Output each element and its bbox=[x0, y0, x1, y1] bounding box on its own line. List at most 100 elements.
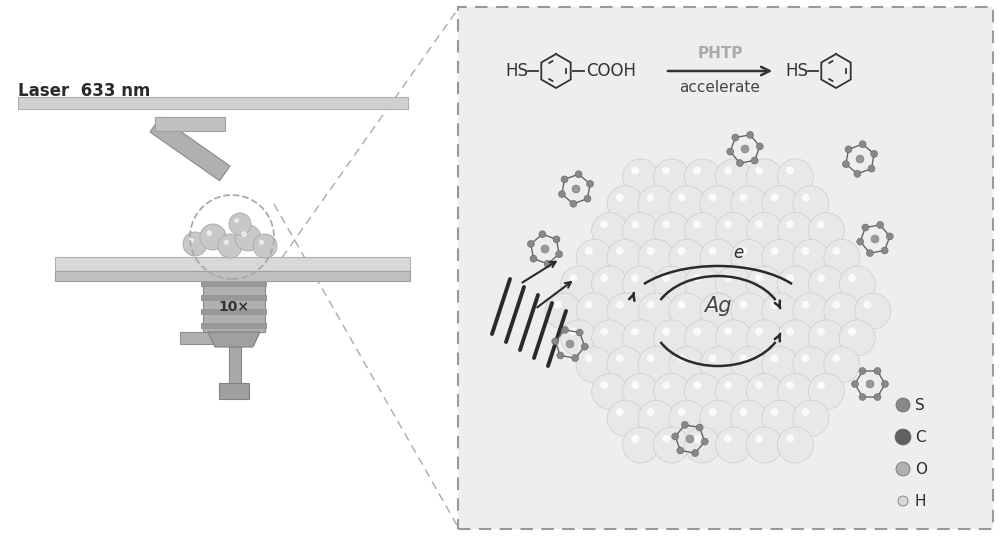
Circle shape bbox=[746, 320, 782, 356]
Circle shape bbox=[544, 260, 551, 267]
Circle shape bbox=[777, 159, 813, 195]
Circle shape bbox=[669, 186, 705, 222]
Circle shape bbox=[669, 293, 705, 329]
Circle shape bbox=[259, 240, 264, 245]
Circle shape bbox=[895, 429, 911, 445]
Circle shape bbox=[607, 293, 643, 329]
Circle shape bbox=[552, 338, 559, 345]
Circle shape bbox=[746, 159, 782, 195]
Circle shape bbox=[561, 320, 597, 356]
Circle shape bbox=[566, 340, 574, 348]
Circle shape bbox=[592, 320, 628, 356]
Circle shape bbox=[874, 368, 881, 375]
Circle shape bbox=[623, 374, 659, 410]
Circle shape bbox=[693, 328, 701, 335]
Circle shape bbox=[654, 427, 690, 463]
Bar bbox=[0, 0, 455, 539]
Circle shape bbox=[848, 274, 856, 282]
Circle shape bbox=[569, 328, 577, 335]
Circle shape bbox=[607, 347, 643, 383]
Circle shape bbox=[755, 167, 763, 175]
Circle shape bbox=[685, 320, 721, 356]
Circle shape bbox=[762, 400, 798, 436]
Circle shape bbox=[616, 301, 624, 309]
Circle shape bbox=[572, 185, 580, 193]
Circle shape bbox=[808, 374, 844, 410]
Circle shape bbox=[623, 266, 659, 302]
Circle shape bbox=[740, 194, 748, 202]
Circle shape bbox=[575, 171, 582, 178]
Circle shape bbox=[585, 354, 593, 362]
Circle shape bbox=[585, 247, 593, 255]
Circle shape bbox=[724, 328, 732, 335]
Circle shape bbox=[654, 266, 690, 302]
Circle shape bbox=[771, 354, 778, 362]
Circle shape bbox=[832, 247, 840, 255]
Text: C: C bbox=[915, 430, 926, 445]
Circle shape bbox=[859, 368, 866, 375]
Circle shape bbox=[569, 274, 577, 282]
Circle shape bbox=[581, 343, 588, 350]
Circle shape bbox=[877, 222, 884, 229]
Circle shape bbox=[755, 274, 763, 282]
Polygon shape bbox=[150, 118, 230, 181]
Circle shape bbox=[693, 381, 701, 389]
Circle shape bbox=[817, 381, 825, 389]
Circle shape bbox=[638, 347, 674, 383]
Circle shape bbox=[600, 220, 608, 228]
Circle shape bbox=[856, 155, 864, 163]
Circle shape bbox=[740, 247, 748, 255]
Circle shape bbox=[623, 159, 659, 195]
Circle shape bbox=[678, 247, 686, 255]
Circle shape bbox=[896, 398, 910, 412]
Bar bbox=[458, 7, 993, 529]
Circle shape bbox=[592, 212, 628, 248]
Circle shape bbox=[638, 400, 674, 436]
Circle shape bbox=[592, 266, 628, 302]
Circle shape bbox=[685, 427, 721, 463]
Circle shape bbox=[755, 435, 763, 443]
Circle shape bbox=[866, 380, 874, 388]
Circle shape bbox=[623, 212, 659, 248]
Circle shape bbox=[715, 159, 751, 195]
Circle shape bbox=[731, 400, 767, 436]
Circle shape bbox=[715, 320, 751, 356]
Circle shape bbox=[755, 328, 763, 335]
Circle shape bbox=[736, 160, 743, 167]
Circle shape bbox=[777, 374, 813, 410]
Circle shape bbox=[600, 274, 608, 282]
Circle shape bbox=[854, 170, 861, 177]
Circle shape bbox=[623, 320, 659, 356]
Circle shape bbox=[241, 231, 247, 237]
Circle shape bbox=[855, 293, 891, 329]
Polygon shape bbox=[208, 332, 260, 347]
Circle shape bbox=[871, 150, 878, 157]
Circle shape bbox=[747, 132, 754, 139]
Circle shape bbox=[868, 165, 875, 172]
Circle shape bbox=[808, 320, 844, 356]
Circle shape bbox=[576, 239, 612, 275]
Circle shape bbox=[631, 381, 639, 389]
Circle shape bbox=[740, 301, 748, 309]
Circle shape bbox=[741, 145, 749, 153]
Circle shape bbox=[584, 195, 591, 202]
Circle shape bbox=[600, 328, 608, 335]
Circle shape bbox=[715, 427, 751, 463]
Bar bbox=[201, 282, 267, 287]
Circle shape bbox=[553, 236, 560, 243]
Circle shape bbox=[857, 238, 864, 245]
Circle shape bbox=[654, 320, 690, 356]
Circle shape bbox=[898, 496, 908, 506]
Circle shape bbox=[229, 213, 251, 235]
Circle shape bbox=[817, 274, 825, 282]
Circle shape bbox=[881, 247, 888, 254]
Circle shape bbox=[862, 224, 869, 231]
Circle shape bbox=[817, 328, 825, 335]
Circle shape bbox=[832, 354, 840, 362]
Circle shape bbox=[793, 293, 829, 329]
Circle shape bbox=[786, 167, 794, 175]
Circle shape bbox=[824, 293, 860, 329]
Circle shape bbox=[200, 224, 226, 250]
Circle shape bbox=[527, 240, 534, 247]
Circle shape bbox=[647, 301, 655, 309]
